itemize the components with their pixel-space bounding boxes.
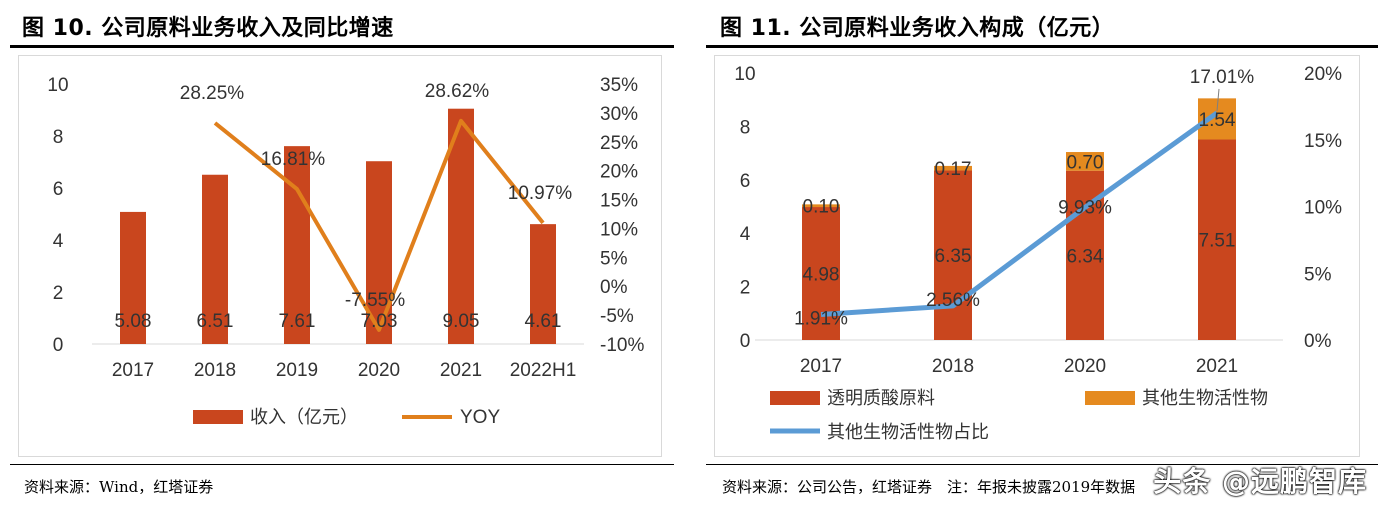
bar-value-label: 0.17 bbox=[935, 159, 972, 180]
bar-other-bioactive bbox=[802, 204, 840, 208]
yoy-value-label: 16.81% bbox=[261, 149, 326, 170]
x-tick-label: 2021 bbox=[1196, 356, 1238, 377]
y-right-tick-label: 15% bbox=[600, 191, 638, 212]
y-left-tick-label: 0 bbox=[740, 331, 751, 352]
y-right-tick-label: 10% bbox=[1304, 198, 1342, 219]
x-tick-label: 2017 bbox=[112, 360, 154, 381]
legend-label: 其他生物活性物占比 bbox=[827, 422, 989, 442]
legend-label: YOY bbox=[460, 407, 500, 428]
yoy-value-label: -7.55% bbox=[345, 290, 405, 311]
bar-value-label: 7.51 bbox=[1199, 231, 1236, 252]
y-right-tick-label: 25% bbox=[600, 133, 638, 154]
chart-frame bbox=[714, 55, 1360, 457]
chart-revenue-composition: 0 2 4 6 8 10 0% 5% 10% 15% 20% 2017 2018 2020 2021 4.98… bbox=[734, 64, 1342, 442]
y-left-tick-label: 2 bbox=[53, 283, 64, 304]
chart-title: 图 11. 公司原料业务收入构成（亿元） bbox=[720, 16, 1115, 41]
bar-hyaluronic bbox=[934, 170, 972, 340]
legend-label: 其他生物活性物 bbox=[1142, 388, 1268, 408]
y-right-tick-label: 5% bbox=[1304, 264, 1332, 285]
legend-swatch-bar bbox=[770, 391, 820, 405]
y-left-tick-label: 10 bbox=[734, 64, 755, 85]
x-tick-label: 2019 bbox=[276, 360, 318, 381]
legend-swatch-bar bbox=[1085, 391, 1135, 405]
bar-value-label: 6.51 bbox=[197, 311, 234, 332]
y-left-tick-label: 4 bbox=[53, 231, 64, 252]
y-left-tick-label: 0 bbox=[53, 335, 64, 356]
y-right-tick-label: 15% bbox=[1304, 131, 1342, 152]
yoy-value-label: 28.62% bbox=[425, 81, 490, 102]
bar-value-label: 7.03 bbox=[361, 311, 398, 332]
y-right-tick-label: 0% bbox=[600, 277, 628, 298]
y-right-tick-label: -10% bbox=[600, 335, 644, 356]
bar bbox=[284, 146, 310, 344]
legend-swatch-bar bbox=[193, 410, 243, 424]
bar bbox=[202, 174, 228, 344]
y-left-tick-label: 8 bbox=[53, 127, 64, 148]
label-leader-line bbox=[1216, 88, 1220, 111]
y-left-tick-label: 8 bbox=[740, 117, 751, 138]
chart-frame bbox=[18, 55, 662, 457]
bar-value-label: 0.10 bbox=[803, 197, 840, 218]
bar-hyaluronic bbox=[802, 207, 840, 340]
yoy-value-label: 10.97% bbox=[508, 183, 573, 204]
bar-other-bioactive bbox=[934, 165, 972, 171]
share-value-label: 9.93% bbox=[1058, 197, 1112, 218]
source-note: 资料来源：公司公告，红塔证券 注：年报未披露2019年数据 bbox=[722, 478, 1136, 496]
source-rule bbox=[706, 464, 1378, 465]
share-value-label: 1.91% bbox=[794, 309, 848, 330]
bar-value-label: 4.61 bbox=[525, 311, 562, 332]
bar-value-label: 6.35 bbox=[935, 246, 972, 267]
bar-value-label: 5.08 bbox=[115, 311, 152, 332]
y-right-tick-label: 10% bbox=[600, 219, 638, 240]
share-value-label: 2.56% bbox=[926, 290, 980, 311]
chart-panel-revenue-yoy: 图 10. 公司原料业务收入及同比增速 0 2 4 6 8 10 -10% -5% 0% 5% 10… bbox=[0, 0, 690, 509]
y-left-tick-label: 6 bbox=[740, 171, 751, 192]
legend-label: 透明质酸原料 bbox=[827, 388, 935, 408]
bar-other-bioactive bbox=[1066, 152, 1104, 171]
bar-value-label: 9.05 bbox=[443, 311, 480, 332]
yoy-value-label: 28.25% bbox=[180, 83, 245, 104]
x-tick-label: 2021 bbox=[440, 360, 482, 381]
title-rule bbox=[10, 45, 674, 48]
share-line bbox=[820, 110, 1219, 317]
y-left-tick-label: 10 bbox=[47, 75, 68, 96]
x-tick-label: 2022H1 bbox=[510, 360, 577, 381]
bar-value-label: 6.34 bbox=[1067, 246, 1104, 267]
share-value-label: 17.01% bbox=[1190, 67, 1255, 88]
bar-value-label: 1.54 bbox=[1199, 110, 1236, 131]
bar-value-label: 0.70 bbox=[1067, 152, 1104, 173]
bar-value-label: 7.61 bbox=[279, 311, 316, 332]
chart-panel-revenue-composition: 图 11. 公司原料业务收入构成（亿元） 0 2 4 6 8 10 0% 5% 10% 15% 20… bbox=[690, 0, 1381, 509]
x-tick-label: 2018 bbox=[194, 360, 236, 381]
x-tick-label: 2017 bbox=[800, 356, 842, 377]
y-right-tick-label: 30% bbox=[600, 104, 638, 125]
chart-revenue-yoy: 0 2 4 6 8 10 -10% -5% 0% 5% 10% 15% 20% 25% 30% 35% 2017… bbox=[47, 75, 644, 428]
y-left-tick-label: 2 bbox=[740, 278, 751, 299]
title-rule bbox=[706, 45, 1378, 48]
y-left-tick-label: 4 bbox=[740, 224, 751, 245]
x-tick-label: 2018 bbox=[932, 356, 974, 377]
legend-label: 收入（亿元） bbox=[250, 407, 358, 427]
bar bbox=[530, 224, 556, 344]
yoy-line bbox=[213, 118, 545, 332]
y-right-tick-label: 5% bbox=[600, 248, 628, 269]
y-right-tick-label: 20% bbox=[1304, 64, 1342, 85]
watermark: 头条 @远鹏智库 bbox=[1153, 465, 1367, 498]
chart-title: 图 10. 公司原料业务收入及同比增速 bbox=[22, 16, 394, 41]
bar bbox=[120, 211, 146, 344]
bar-value-label: 4.98 bbox=[803, 265, 840, 286]
y-left-tick-label: 6 bbox=[53, 179, 64, 200]
y-right-tick-label: -5% bbox=[600, 306, 634, 327]
y-right-tick-label: 20% bbox=[600, 162, 638, 183]
y-right-tick-label: 35% bbox=[600, 75, 638, 96]
source-note: 资料来源：Wind，红塔证券 bbox=[24, 478, 214, 496]
y-right-tick-label: 0% bbox=[1304, 331, 1332, 352]
x-tick-label: 2020 bbox=[358, 360, 400, 381]
source-rule bbox=[10, 464, 674, 465]
bar-hyaluronic bbox=[1198, 139, 1236, 340]
x-tick-label: 2020 bbox=[1064, 356, 1106, 377]
